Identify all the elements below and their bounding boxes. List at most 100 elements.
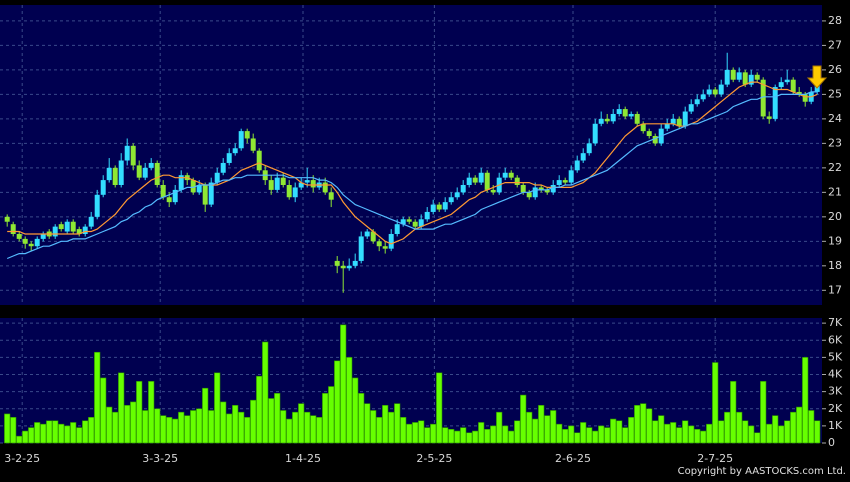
plot-layer: 3-2-25 3-3-25 1-4-25 2-5-25 2-6-25 2-7-25 17 18… <box>0 5 843 465</box>
candle-body <box>490 189 496 193</box>
candle-body <box>592 123 598 144</box>
candle-body <box>130 145 136 166</box>
volume-bar <box>742 420 749 444</box>
y-tick-label: 18 <box>828 259 842 272</box>
volume-bar <box>400 417 407 444</box>
volume-bar <box>700 430 707 444</box>
y-tick-label: 26 <box>828 63 842 76</box>
candle-body <box>268 180 274 190</box>
y-tick-label: 23 <box>828 136 842 149</box>
candle-body <box>190 180 196 193</box>
y-tick-label: 3K <box>828 385 843 398</box>
candle-body <box>136 165 142 178</box>
candle-body <box>94 194 100 217</box>
volume-bar <box>292 411 299 444</box>
volume-bar <box>124 405 131 444</box>
volume-bar <box>520 394 527 444</box>
volume-bar <box>40 423 47 444</box>
volume-bar <box>454 430 461 444</box>
candle-body <box>208 182 214 205</box>
candle-body <box>274 177 280 190</box>
y-tick-label: 5K <box>828 350 843 363</box>
volume-bar <box>340 324 347 444</box>
candle-body <box>286 185 292 198</box>
moving-average-line <box>7 81 818 245</box>
volume-bar <box>778 425 785 444</box>
x-tick-label: 3-3-25 <box>142 452 178 465</box>
volume-bar <box>544 415 551 444</box>
volume-bar <box>70 422 77 444</box>
candle-body <box>448 197 454 203</box>
candle-body <box>790 79 796 92</box>
candle-body <box>166 197 172 203</box>
volume-bar <box>4 413 11 444</box>
candle-body <box>160 185 166 198</box>
volume-bar <box>772 415 779 444</box>
candle-body <box>442 202 448 210</box>
candle-body <box>328 192 334 200</box>
volume-bar <box>754 432 761 444</box>
candle-body <box>652 136 658 144</box>
candle-body <box>772 87 778 119</box>
volume-bar <box>328 386 335 444</box>
candle-body <box>40 233 46 239</box>
candle-body <box>706 89 712 95</box>
candle-body <box>28 243 34 247</box>
candle-body <box>598 118 604 124</box>
candle-body <box>526 192 532 198</box>
volume-bar <box>358 393 365 444</box>
candle-body <box>214 172 220 183</box>
copyright: Copyright by AASTOCKS.com Ltd. <box>678 466 846 477</box>
candle-body <box>82 226 88 234</box>
candle-body <box>778 82 784 88</box>
candle-body <box>106 167 112 181</box>
volume-bar <box>214 372 221 444</box>
volume-bar <box>622 427 629 444</box>
candle-body <box>760 79 766 117</box>
candle-body <box>532 187 538 198</box>
candle-body <box>484 172 490 190</box>
volume-bar <box>196 408 203 444</box>
volume-bar <box>556 423 563 444</box>
volume-bar <box>550 410 557 444</box>
volume-bar <box>322 393 329 444</box>
volume-bar <box>304 411 311 444</box>
volume-bar <box>514 420 521 444</box>
candle-body <box>430 204 436 212</box>
volume-bar <box>442 427 449 444</box>
volume-bar <box>106 406 113 444</box>
volume-bar <box>448 429 455 444</box>
volume-bar <box>244 417 251 444</box>
y-tick-label: 4K <box>828 368 843 381</box>
candle-body <box>802 94 808 102</box>
candle-body <box>586 143 592 154</box>
volume-bar <box>652 420 659 444</box>
candle-body <box>682 111 688 127</box>
volume-bar <box>508 430 515 444</box>
y-tick-label: 0 <box>828 436 835 449</box>
volume-bar <box>160 415 167 444</box>
volume-bar <box>586 427 593 444</box>
volume-bar <box>790 411 797 444</box>
candle-body <box>670 118 676 124</box>
volume-bar <box>658 415 665 444</box>
x-tick-label: 1-4-25 <box>285 452 321 465</box>
candle-body <box>508 172 514 178</box>
volume-bar <box>748 425 755 444</box>
y-tick-label: 17 <box>828 283 842 296</box>
volume-bar <box>172 418 179 444</box>
volume-bar <box>682 420 689 444</box>
candle-body <box>34 238 40 247</box>
volume-bar <box>412 422 419 444</box>
candle-body <box>604 118 610 122</box>
candle-body <box>562 180 568 183</box>
candle-body <box>730 69 736 80</box>
price-panel <box>0 5 822 305</box>
volume-bar <box>484 429 491 444</box>
y-tick-label: 25 <box>828 87 842 100</box>
candle-body <box>514 177 520 185</box>
candle-body <box>112 167 118 185</box>
volume-bar <box>166 417 173 444</box>
volume-bar <box>298 403 305 444</box>
